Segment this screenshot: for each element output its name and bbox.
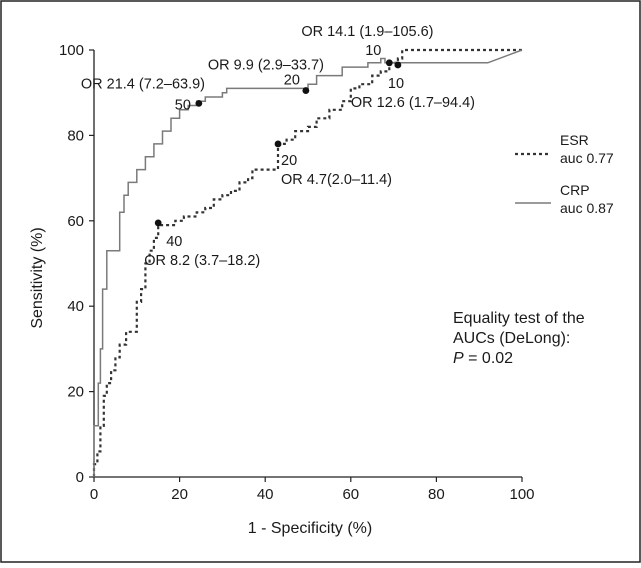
cutoff-value-label: 10	[365, 43, 381, 59]
cutoff-marker	[274, 140, 282, 148]
cutoff-value-label: 20	[281, 153, 297, 169]
y-tick-label: 40	[67, 298, 84, 315]
p-value: = 0.02	[468, 350, 513, 367]
odds-ratio-label: OR 12.6 (1.7–94.4)	[351, 95, 475, 111]
series-line-crp	[93, 49, 523, 477]
y-tick-label: 20	[67, 384, 84, 401]
y-tick-label: 80	[67, 127, 84, 144]
cutoff-marker	[195, 99, 203, 107]
note-line-2: AUCs (DeLong):	[453, 330, 570, 347]
legend-esr-name: ESR	[560, 132, 589, 148]
odds-ratio-label: OR 8.2 (3.7–18.2)	[144, 253, 260, 269]
x-tick-label: 100	[509, 486, 534, 503]
y-tick-label: 0	[76, 469, 84, 486]
series	[92, 48, 523, 477]
p-symbol: P	[453, 350, 464, 367]
x-tick-label: 40	[257, 486, 274, 503]
y-tick-label: 100	[59, 42, 84, 59]
y-tick-label: 60	[67, 213, 84, 230]
odds-ratio-label: OR 14.1 (1.9–105.6)	[301, 24, 433, 40]
legend-crp-auc: auc 0.87	[560, 200, 614, 216]
odds-ratio-label: OR 9.9 (2.9–33.7)	[208, 58, 324, 74]
cutoff-marker	[394, 61, 402, 69]
note-line-3: P = 0.02	[453, 350, 513, 367]
x-axis-label: 1 - Specificity (%)	[248, 520, 372, 537]
axes	[93, 50, 522, 478]
series-line-esr	[92, 48, 522, 477]
x-tick-label: 60	[342, 486, 359, 503]
odds-ratio-label: OR 4.7(2.0–11.4)	[281, 172, 392, 188]
cutoff-marker	[385, 59, 393, 67]
legend-crp-name: CRP	[560, 182, 590, 198]
note-line-1: Equality test of the	[453, 310, 585, 327]
odds-ratio-label: OR 21.4 (7.2–63.9)	[81, 76, 205, 92]
x-tick-label: 20	[171, 486, 188, 503]
auc-test-note: Equality test of the AUCs (DeLong): P = …	[453, 310, 585, 367]
x-tick-label: 0	[90, 486, 98, 503]
cutoff-value-label: 50	[175, 97, 191, 113]
y-axis-label: Sensitivity (%)	[29, 227, 46, 328]
x-tick-label: 80	[428, 486, 445, 503]
cutoff-value-label: 40	[166, 234, 182, 250]
ticks: 0 20 40 60 80 100 0 20 40 60 80 100	[59, 42, 535, 503]
legend: ESR auc 0.77 CRP auc 0.87	[515, 132, 614, 216]
legend-esr-auc: auc 0.77	[560, 150, 614, 166]
cutoff-value-label: 20	[284, 73, 300, 89]
cutoff-marker	[154, 219, 162, 227]
cutoff-marker	[302, 87, 310, 94]
cutoff-value-label: 10	[388, 76, 404, 92]
